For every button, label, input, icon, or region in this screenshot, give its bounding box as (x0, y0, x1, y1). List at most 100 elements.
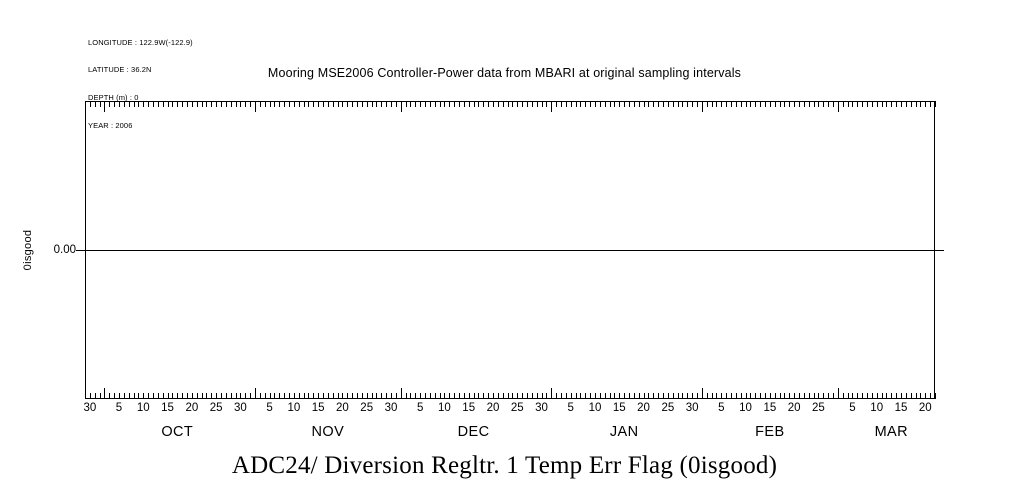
tick-top (546, 101, 548, 107)
tick-top (473, 101, 475, 107)
tick-top (361, 101, 363, 107)
tick-bottom (755, 393, 757, 399)
tick-bottom (901, 393, 902, 399)
tick-top (565, 101, 567, 107)
chart-caption: ADC24/ Diversion Regltr. 1 Temp Err Flag… (231, 452, 778, 479)
tick-bottom (221, 393, 222, 399)
tick-top (910, 101, 912, 107)
tick-bottom (284, 393, 286, 399)
tick-bottom (308, 393, 310, 399)
tick-bottom (366, 393, 368, 399)
tick-top (867, 101, 868, 107)
tick-bottom (658, 393, 660, 399)
tick-top (522, 101, 524, 107)
tick-top (857, 101, 859, 107)
tick-bottom (386, 393, 388, 399)
tick-bottom (410, 393, 412, 399)
tick-top (488, 101, 490, 107)
tick-bottom (459, 393, 460, 399)
x-tick-label: 20 (637, 402, 650, 414)
tick-bottom (881, 393, 883, 399)
tick-bottom (342, 393, 344, 399)
tick-top (784, 101, 786, 107)
tick-top (653, 101, 655, 107)
tick-bottom (507, 393, 509, 399)
tick-top (400, 101, 402, 112)
tick-top (191, 101, 193, 107)
tick-bottom (697, 393, 698, 399)
tick-top (765, 101, 766, 107)
tick-top (308, 101, 310, 107)
tick-top (633, 101, 635, 107)
x-tick-label: 10 (287, 402, 301, 414)
tick-top (255, 101, 256, 112)
tick-bottom (580, 393, 582, 399)
tick-top (454, 101, 456, 107)
tick-bottom (794, 393, 796, 399)
tick-top (318, 101, 320, 107)
x-tick-label: 15 (161, 402, 174, 414)
tick-bottom (803, 393, 805, 399)
tick-bottom (449, 393, 451, 399)
tick-top (298, 101, 300, 107)
tick-top (225, 101, 227, 107)
tick-bottom (867, 393, 868, 399)
tick-top (259, 101, 261, 107)
tick-bottom (808, 393, 810, 399)
tick-bottom (187, 393, 188, 399)
tick-bottom (833, 393, 834, 399)
tick-top (342, 101, 344, 107)
tick-top (245, 101, 247, 107)
tick-bottom (915, 393, 917, 399)
tick-top (109, 101, 111, 107)
tick-bottom (799, 393, 800, 399)
tick-bottom (439, 393, 441, 399)
tick-bottom (663, 393, 664, 399)
tick-top (536, 101, 538, 107)
tick-bottom (94, 393, 96, 399)
tick-bottom (667, 393, 669, 399)
tick-top (619, 101, 621, 107)
tick-bottom (653, 393, 655, 399)
tick-top (643, 101, 645, 107)
tick-top (415, 101, 417, 107)
tick-bottom (473, 393, 475, 399)
tick-top (434, 101, 436, 107)
tick-bottom (119, 393, 120, 399)
tick-bottom (434, 393, 436, 399)
tick-bottom (599, 393, 601, 399)
x-tick-label: 25 (510, 402, 524, 414)
tick-top (148, 101, 150, 107)
tick-top (463, 101, 465, 107)
tick-bottom (85, 393, 86, 399)
x-tick-label: 20 (336, 402, 349, 414)
tick-bottom (784, 393, 786, 399)
tick-top (459, 101, 460, 107)
tick-top (240, 101, 242, 107)
tick-bottom (930, 393, 932, 399)
tick-top (799, 101, 800, 107)
tick-bottom (595, 393, 596, 399)
tick-bottom (692, 393, 694, 399)
tick-top (376, 101, 378, 107)
tick-top (157, 101, 159, 107)
tick-top (162, 101, 164, 107)
tick-top (250, 101, 252, 107)
tick-top (352, 101, 354, 107)
tick-bottom (779, 393, 781, 399)
tick-top (444, 101, 446, 107)
tick-top (663, 101, 664, 107)
tick-bottom (735, 393, 737, 399)
tick-top (735, 101, 737, 107)
tick-bottom (551, 388, 553, 399)
tick-bottom (614, 393, 616, 399)
tick-top (881, 101, 883, 107)
tick-bottom (259, 393, 261, 399)
tick-top (264, 101, 266, 107)
tick-bottom (828, 393, 830, 399)
tick-top (235, 101, 237, 107)
tick-top (648, 101, 650, 107)
tick-bottom (740, 393, 742, 399)
tick-bottom (264, 393, 266, 399)
tick-top (512, 101, 514, 107)
